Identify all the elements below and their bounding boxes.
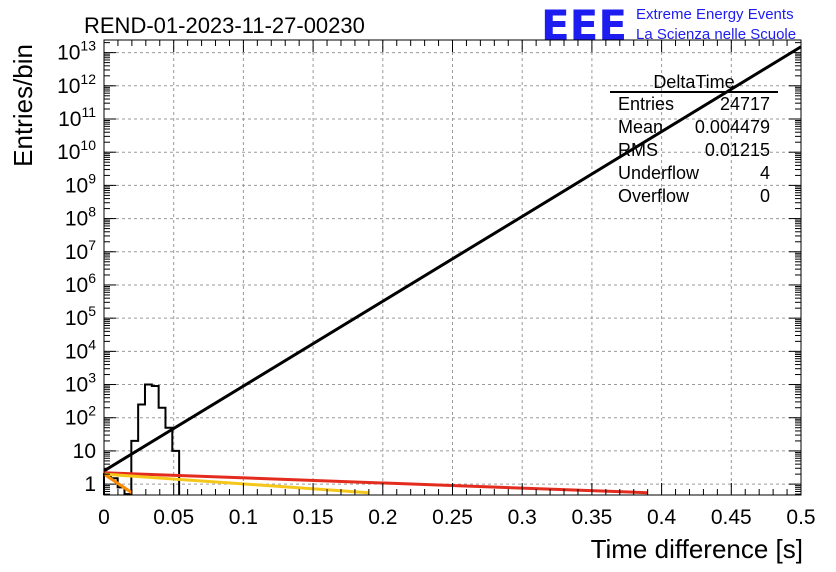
x-tick-label: 0.05 xyxy=(153,506,194,529)
x-tick-label: 0.25 xyxy=(432,506,473,529)
stats-label-overflow: Overflow xyxy=(618,186,690,206)
fit-line xyxy=(103,471,648,495)
y-axis: 1 10 102 103 104 105 106 107 108 109 1010 1011 1012 1… xyxy=(57,38,801,496)
fit-line xyxy=(103,472,369,495)
y-tick-label: 104 xyxy=(65,336,96,363)
stats-value-overflow: 0 xyxy=(760,186,770,206)
y-axis-label: Entries/bin xyxy=(8,44,38,167)
y-tick-label: 103 xyxy=(65,370,96,397)
stats-value-entries: 24717 xyxy=(720,94,770,114)
stats-title: DeltaTime xyxy=(653,72,734,92)
y-tick-label: 1012 xyxy=(57,71,96,98)
logo-line-1: Extreme Energy Events xyxy=(636,6,794,23)
stats-label-mean: Mean xyxy=(618,117,663,137)
stats-box: DeltaTime Entries 24717 Mean 0.004479 RM… xyxy=(610,72,778,206)
fit-line xyxy=(103,45,802,473)
y-tick-label: 1011 xyxy=(58,104,96,131)
x-tick-label: 0.2 xyxy=(368,506,397,529)
fit-lines xyxy=(103,45,802,495)
x-axis-label: Time difference [s] xyxy=(591,534,803,564)
stats-label-entries: Entries xyxy=(618,94,674,114)
x-tick-label: 0.45 xyxy=(711,506,752,529)
stats-value-mean: 0.004479 xyxy=(695,117,770,137)
x-tick-label: 0.5 xyxy=(786,506,815,529)
histogram-series xyxy=(103,383,181,496)
eee-logo: EEE Extreme Energy Events La Scienza nel… xyxy=(541,1,796,50)
chart-title: REND-01-2023-11-27-00230 xyxy=(84,13,365,38)
x-tick-label: 0.1 xyxy=(229,506,258,529)
x-tick-label: 0.35 xyxy=(571,506,612,529)
grid xyxy=(104,40,801,495)
y-tick-label: 108 xyxy=(65,204,96,231)
fit-line xyxy=(103,472,133,494)
stats-value-rms: 0.01215 xyxy=(705,140,770,160)
y-tick-label: 10 xyxy=(73,440,96,463)
logo-line-2: La Scienza nelle Scuole xyxy=(636,26,796,43)
y-tick-label: 102 xyxy=(65,403,96,430)
stats-label-underflow: Underflow xyxy=(618,163,700,183)
x-tick-label: 0 xyxy=(98,506,110,529)
logo-mark: EEE xyxy=(541,1,627,50)
x-tick-label: 0.15 xyxy=(293,506,334,529)
y-tick-label: 1013 xyxy=(57,38,96,65)
y-tick-label: 109 xyxy=(65,170,96,197)
x-axis: 0 0.05 0.1 0.15 0.2 0.25 0.3 0.35 0.4 0.45 0.5 xyxy=(98,40,816,529)
y-tick-label: 105 xyxy=(65,303,96,330)
y-tick-label: 106 xyxy=(65,270,96,297)
y-tick-label: 1010 xyxy=(57,137,96,164)
x-tick-label: 0.4 xyxy=(647,506,677,529)
y-tick-label: 1 xyxy=(84,473,96,496)
histogram-outline xyxy=(103,383,181,496)
stats-label-rms: RMS xyxy=(618,140,658,160)
stats-value-underflow: 4 xyxy=(760,163,770,183)
x-tick-label: 0.3 xyxy=(508,506,537,529)
y-tick-label: 107 xyxy=(65,237,96,264)
